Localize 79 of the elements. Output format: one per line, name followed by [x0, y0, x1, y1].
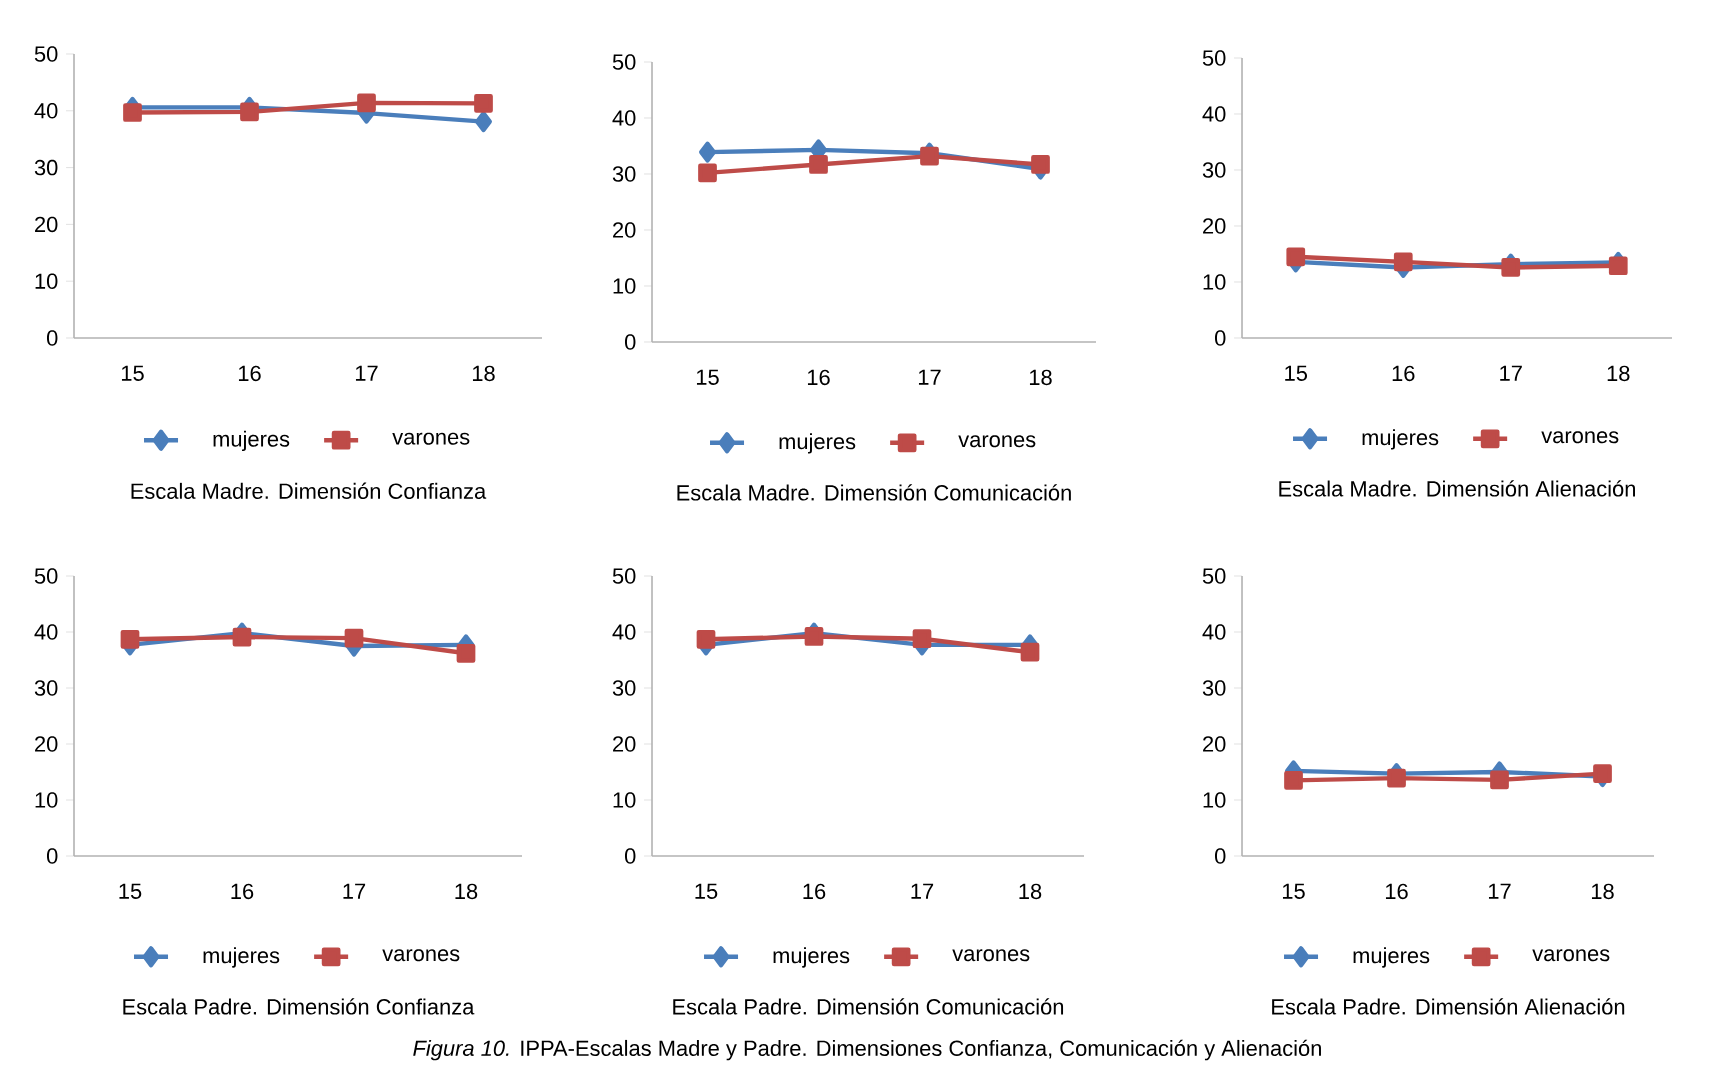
y-tick-label: 40: [612, 624, 636, 640]
x-tick-label: 18: [1029, 369, 1052, 386]
y-tick-label: 40: [34, 103, 58, 119]
legend-label: mujeres: [773, 947, 850, 968]
legend-label: mujeres: [203, 947, 280, 968]
y-tick-label: 10: [613, 792, 636, 808]
x-tick-label: 17: [343, 883, 366, 899]
x-tick-label: 18: [472, 365, 495, 382]
legend-label: mujeres: [213, 430, 290, 452]
x-tick-label: 16: [807, 369, 830, 386]
y-tick-label: 0: [624, 848, 636, 864]
y-tick-label: 30: [612, 166, 636, 182]
x-tick-label: 16: [803, 883, 826, 900]
x-tick-label: 16: [231, 883, 254, 900]
x-tick-label: 15: [121, 365, 144, 381]
y-tick-label: 40: [1202, 624, 1226, 640]
y-tick-label: 20: [1203, 736, 1226, 752]
y-tick-label: 40: [34, 624, 58, 640]
legend-label: mujeres: [1353, 947, 1430, 968]
y-tick-label: 30: [1202, 162, 1226, 178]
y-tick-label: 40: [1202, 106, 1226, 122]
y-tick-label: 50: [1202, 50, 1226, 66]
x-tick-label: 17: [1500, 365, 1522, 381]
legend-label: varones: [392, 432, 470, 445]
x-tick-label: 18: [1591, 883, 1614, 900]
y-tick-label: 50: [34, 568, 58, 584]
x-tick-label: 16: [1385, 883, 1408, 900]
y-tick-label: 50: [612, 54, 636, 70]
x-tick-label: 17: [1488, 883, 1511, 899]
y-tick-label: 50: [34, 46, 58, 62]
text: Escala Madre. Dimensión Confianza: [131, 482, 487, 499]
x-tick-label: 15: [119, 883, 142, 899]
x-tick-label: 17: [918, 369, 941, 385]
x-tick-label: 16: [1392, 365, 1415, 382]
text: Figura 10. IPPA-Escalas Madre y Padre. Dimensiones Confianza, Comunicación y Alienación: [413, 1039, 1321, 1061]
y-tick-label: 50: [1202, 568, 1226, 584]
legend-label: mujeres: [779, 433, 856, 454]
y-tick-label: 10: [35, 273, 58, 289]
x-tick-label: 16: [238, 365, 261, 382]
y-tick-label: 0: [46, 330, 58, 346]
legend-label: varones: [952, 949, 1030, 962]
y-tick-label: 10: [613, 278, 636, 294]
y-tick-label: 30: [34, 680, 58, 696]
y-tick-label: 40: [612, 110, 636, 126]
y-tick-label: 20: [1203, 218, 1226, 234]
legend-label: varones: [1541, 431, 1619, 444]
legend-label: varones: [958, 435, 1036, 448]
y-tick-label: 20: [35, 216, 58, 233]
y-tick-label: 20: [613, 222, 636, 238]
legend-label: varones: [1532, 949, 1610, 962]
x-tick-label: 18: [455, 883, 478, 900]
y-tick-label: 10: [1203, 792, 1226, 808]
x-tick-label: 15: [696, 369, 719, 385]
y-tick-label: 0: [46, 848, 58, 864]
x-tick-label: 17: [355, 365, 378, 381]
y-tick-label: 50: [612, 568, 636, 584]
legend-label: varones: [382, 949, 460, 962]
y-tick-label: 0: [1214, 330, 1226, 346]
text: Escala Padre. Dimensión Comunicación: [673, 998, 1064, 1015]
text: Escala Madre. Dimensión Alienación: [1279, 480, 1635, 497]
y-tick-label: 10: [1203, 274, 1226, 290]
text: Escala Padre. Dimensión Confianza: [123, 998, 475, 1015]
y-tick-label: 10: [35, 792, 58, 808]
y-tick-label: 30: [34, 159, 58, 176]
x-tick-label: 15: [695, 883, 718, 899]
y-tick-label: 30: [1202, 680, 1226, 696]
y-tick-label: 30: [612, 680, 636, 696]
text: Escala Madre. Dimensión Comunicación: [677, 484, 1071, 501]
x-tick-label: 17: [911, 883, 934, 899]
x-tick-label: 18: [1019, 883, 1042, 900]
x-tick-label: 15: [1282, 883, 1305, 899]
text: Escala Padre. Dimensión Alienación: [1272, 998, 1625, 1015]
y-tick-label: 20: [613, 736, 636, 752]
x-tick-label: 18: [1607, 365, 1630, 382]
y-tick-label: 0: [624, 334, 636, 350]
x-tick-label: 15: [1285, 365, 1308, 381]
legend-label: mujeres: [1362, 429, 1439, 450]
y-tick-label: 20: [35, 736, 58, 752]
y-tick-label: 0: [1214, 848, 1226, 864]
